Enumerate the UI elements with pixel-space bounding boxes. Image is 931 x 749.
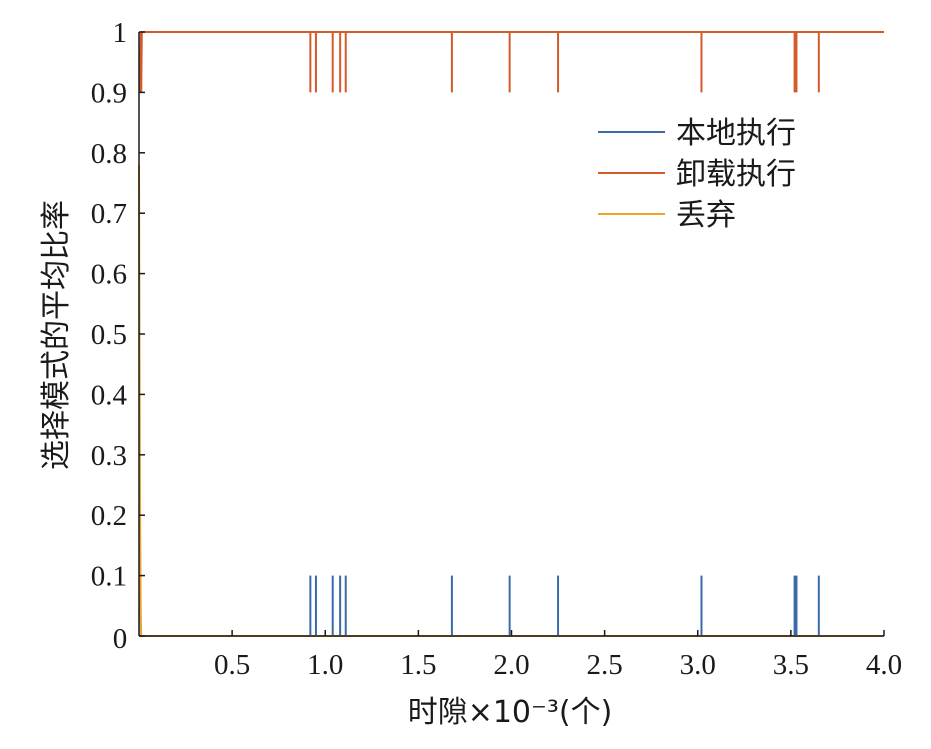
series-line-2 [138,31,884,93]
x-tick-label: 0.5 [214,649,250,681]
x-tick-label: 2.5 [587,649,623,681]
x-tick-label: 1.0 [307,649,343,681]
y-tick-label: 1 [113,17,128,49]
x-ticks-group: 0.5 1.0 1.5 2.0 2.5 3.0 3.5 4.0 [214,630,902,681]
y-tick-label: 0.4 [91,379,128,411]
y-tick-label: 0.2 [91,500,127,532]
y-ticks-group: 0.1 0.2 0.3 0.4 0.5 0.6 0.7 0.8 0.9 1 [91,17,145,637]
origin-label: 0 [113,623,128,655]
series-line-3 [138,164,884,637]
legend-label-3: 丢弃 [676,198,736,233]
y-tick-label: 0.1 [91,561,127,593]
y-tick-label: 0.8 [91,138,127,170]
series-line-1 [138,575,884,637]
x-tick-label: 1.5 [400,649,436,681]
x-tick-label: 4.0 [866,649,902,681]
y-tick-label: 0.7 [91,198,127,230]
x-tick-label: 2.0 [493,649,529,681]
y-tick-label: 0.5 [91,319,127,351]
y-tick-label: 0.6 [91,259,127,291]
legend-label-1: 本地执行 [676,116,796,151]
y-tick-label: 0.9 [91,77,127,109]
x-tick-label: 3.5 [773,649,809,681]
x-axis-title: 时隙×10⁻³(个) [408,695,613,730]
y-axis-title: 选择模式的平均比率 [39,200,74,470]
y-tick-label: 0.3 [91,440,127,472]
legend-label-2: 卸载执行 [676,157,796,192]
x-tick-label: 3.0 [680,649,716,681]
